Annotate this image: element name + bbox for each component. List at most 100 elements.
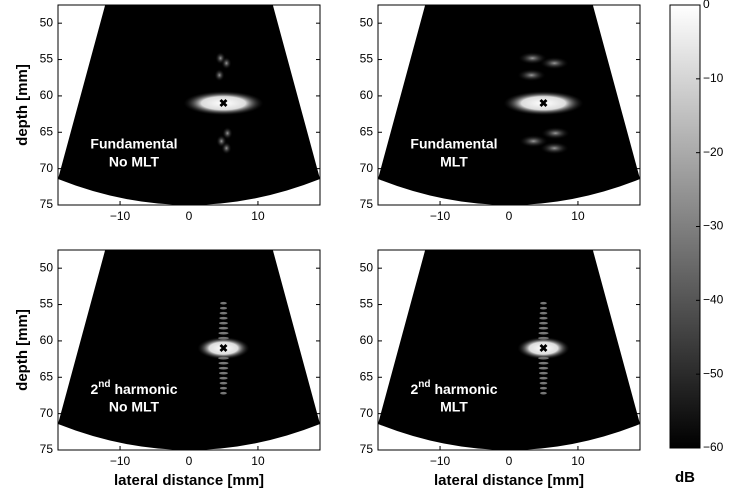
panel: ✖ −10 0 10 50 55 60 65 70 75 Fundamental MLT (360, 4, 641, 223)
x-tick-label: 10 (251, 209, 265, 223)
panel: ✖ −10 0 10 50 55 60 65 70 75 lateral distance [mm]… (360, 249, 641, 489)
annotation: MLT (440, 399, 468, 415)
sector (378, 250, 640, 450)
side-lobe (219, 316, 228, 320)
main-lobe (517, 337, 570, 360)
y-tick-label: 55 (360, 297, 374, 311)
target-marker: ✖ (219, 343, 228, 355)
side-lobe (539, 376, 548, 380)
side-lobe (538, 366, 549, 370)
side-lobe (220, 301, 227, 305)
x-tick-label: −10 (110, 209, 131, 223)
y-tick-label: 60 (360, 333, 374, 347)
side-lobe (538, 326, 549, 330)
annotation-base: 2 (410, 381, 418, 397)
side-lobe (219, 376, 228, 380)
annotation-rest: harmonic (114, 381, 177, 397)
side-lobe (221, 142, 232, 155)
side-lobe (517, 69, 546, 82)
y-tick-label: 70 (40, 161, 54, 175)
colorbar-tick-label: −40 (703, 293, 724, 307)
colorbar-tick-label: 0 (703, 0, 710, 11)
side-lobe (218, 321, 228, 325)
side-lobe (218, 326, 229, 330)
side-lobe (214, 69, 225, 82)
side-lobe (538, 371, 548, 375)
side-lobe (540, 142, 569, 155)
y-tick-label: 55 (40, 297, 54, 311)
side-lobe (538, 321, 548, 325)
y-tick-label: 70 (360, 161, 374, 175)
side-lobe (221, 57, 232, 70)
image-area (58, 5, 320, 205)
y-tick-label: 60 (360, 88, 374, 102)
main-lobe (503, 91, 584, 116)
annotation: Fundamental (90, 136, 177, 152)
side-lobe (220, 391, 227, 395)
annotation-sup: nd (418, 379, 430, 390)
side-lobe (539, 306, 548, 310)
side-lobe (538, 331, 549, 335)
side-lobe (219, 311, 228, 315)
side-lobe (540, 391, 547, 395)
annotation-rest: harmonic (434, 381, 497, 397)
annotation: Fundamental (410, 136, 497, 152)
y-tick-label: 70 (40, 406, 54, 420)
y-tick-label: 75 (40, 442, 54, 456)
side-lobe (218, 366, 229, 370)
colorbar-tick-label: −10 (703, 71, 724, 85)
annotation: No MLT (109, 154, 160, 170)
y-tick-label: 50 (360, 260, 374, 274)
y-tick-label: 75 (40, 197, 54, 211)
side-lobe (218, 361, 229, 365)
side-lobe (519, 135, 548, 148)
x-tick-label: −10 (110, 454, 131, 468)
y-tick-label: 55 (40, 52, 54, 66)
main-lobe (183, 91, 264, 116)
side-lobe (541, 127, 570, 140)
main-lobe (197, 337, 250, 360)
x-tick-label: 0 (506, 454, 513, 468)
x-tick-label: −10 (430, 209, 451, 223)
x-tick-label: 0 (186, 209, 193, 223)
colorbar-tick-label: −20 (703, 145, 724, 159)
y-tick-label: 75 (360, 442, 374, 456)
side-lobe (539, 311, 548, 315)
panel: ✖ −10 0 10 50 55 60 65 70 75 depth [mm] Fundamental… (14, 4, 321, 223)
y-tick-label: 75 (360, 197, 374, 211)
y-axis-label: depth [mm] (14, 309, 31, 391)
x-axis-label: lateral distance [mm] (434, 472, 584, 489)
y-tick-label: 65 (360, 369, 374, 383)
x-tick-label: 0 (186, 454, 193, 468)
side-lobe (219, 381, 228, 385)
colorbar-label: dB (675, 469, 695, 486)
side-lobe (538, 361, 549, 365)
x-axis-label: lateral distance [mm] (114, 472, 264, 489)
y-axis-label: depth [mm] (14, 64, 31, 146)
y-tick-label: 50 (40, 260, 54, 274)
y-tick-label: 55 (360, 52, 374, 66)
annotation: No MLT (109, 399, 160, 415)
colorbar-tick-label: −50 (703, 366, 724, 380)
colorbar (669, 4, 701, 449)
y-tick-label: 65 (360, 124, 374, 138)
image-area (378, 250, 640, 450)
side-lobe (539, 316, 548, 320)
annotation-sup: nd (98, 379, 110, 390)
side-lobe (540, 57, 569, 70)
side-lobe (219, 306, 228, 310)
side-lobe (540, 301, 547, 305)
side-lobe (539, 381, 548, 385)
annotation: 2nd harmonic (410, 379, 497, 397)
y-tick-label: 50 (40, 15, 54, 29)
colorbar-tick-label: −30 (703, 219, 724, 233)
side-lobe (222, 127, 233, 140)
annotation: 2nd harmonic (90, 379, 177, 397)
x-tick-label: −10 (430, 454, 451, 468)
x-tick-label: 10 (571, 209, 585, 223)
side-lobe (218, 371, 228, 375)
x-tick-label: 0 (506, 209, 513, 223)
image-area (378, 5, 640, 205)
x-tick-label: 10 (571, 454, 585, 468)
